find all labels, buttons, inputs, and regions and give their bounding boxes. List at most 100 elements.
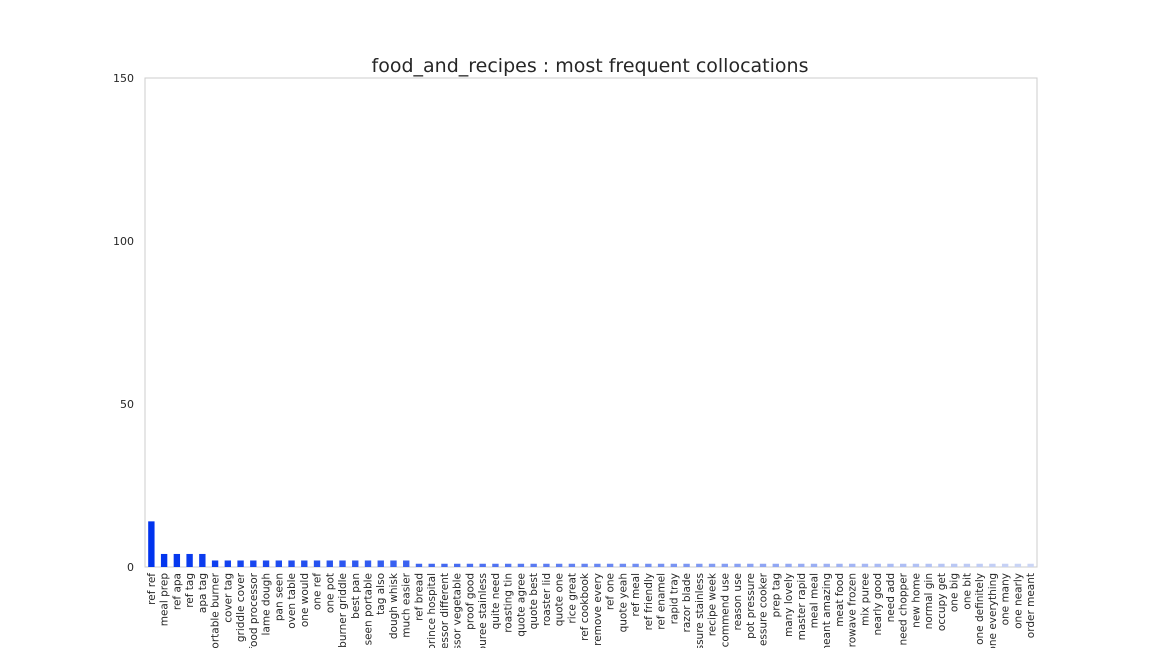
bar (823, 563, 830, 567)
bar (262, 560, 270, 567)
x-tick-label: prep tag (770, 573, 782, 617)
x-tick-label: ref cookbook (579, 572, 591, 641)
bar (785, 563, 792, 567)
x-tick-label: roasting tin (503, 573, 515, 633)
bar (237, 560, 244, 567)
bar (415, 563, 423, 567)
x-tick-label: one definitely (974, 573, 986, 645)
bar (1001, 563, 1009, 567)
y-tick-label: 50 (120, 398, 134, 411)
bar (759, 563, 767, 567)
bar (836, 563, 843, 567)
bar (594, 563, 601, 567)
x-tick-label: many lovely (783, 573, 795, 637)
x-tick-label: new home (910, 573, 922, 628)
bar (148, 521, 155, 567)
y-tick-label: 150 (113, 72, 134, 85)
bar (1014, 563, 1022, 567)
bar (798, 563, 805, 567)
x-tick-label: one would (299, 573, 311, 627)
bar (504, 563, 512, 567)
bar (1027, 563, 1034, 567)
bar (352, 560, 359, 567)
x-tick-label: crowave frozen (847, 573, 859, 648)
bar (581, 563, 588, 567)
bar (708, 563, 716, 567)
x-tick-label: one many (1000, 573, 1012, 625)
x-tick-label: meant amazing (821, 573, 833, 648)
bar (696, 563, 703, 567)
bar (670, 563, 678, 567)
x-tick-label: rice great (566, 573, 578, 624)
bar (606, 563, 614, 567)
x-tick-label: dough whisk (388, 572, 400, 639)
bar (683, 563, 690, 567)
y-tick-label: 0 (127, 561, 134, 574)
x-tick-label: ref bread (413, 573, 425, 621)
x-tick-label: lame dough (261, 573, 273, 635)
chart-title: food_and_recipes : most frequent colloca… (372, 55, 809, 77)
bar (900, 563, 907, 567)
x-tick-label: order meant (1025, 573, 1037, 638)
x-tick-label: seen portable (363, 573, 375, 645)
bar (657, 563, 665, 567)
bar (339, 560, 346, 567)
bar (517, 563, 525, 567)
bar (989, 563, 996, 567)
bar (250, 560, 257, 567)
bar (938, 563, 945, 567)
y-axis: 0 50 100 150 (113, 72, 134, 574)
bar (492, 563, 499, 567)
x-tick-label: normal gin (923, 573, 935, 629)
x-tick-label: mix puree (859, 573, 871, 626)
bar (377, 560, 384, 567)
x-tick-label: essure stainless (694, 573, 706, 648)
bar (288, 560, 295, 567)
x-tick-label: reason use (732, 573, 744, 630)
x-tick-label: one everything (987, 573, 999, 648)
x-tick-label: quite need (490, 573, 502, 629)
x-tick-label: ref ref (146, 573, 158, 605)
x-tick-label: master rapid (796, 573, 808, 640)
x-tick-label: pot pressure (745, 573, 757, 639)
bar (747, 563, 754, 567)
bar (912, 563, 920, 567)
bar (861, 563, 869, 567)
bar (313, 560, 321, 567)
x-tick-label: ref friendly (643, 573, 655, 630)
bar (199, 553, 206, 567)
bar (326, 560, 333, 567)
x-tick-label: recipe week (707, 572, 719, 636)
x-tick-label: griddle cover (235, 572, 247, 642)
y-tick-label: 100 (113, 235, 134, 248)
bar (454, 563, 461, 567)
bar (224, 560, 232, 567)
x-tick-label: prince hospital (426, 573, 438, 648)
x-tick-label: one pot (324, 573, 336, 613)
bar (963, 563, 971, 567)
bar (466, 563, 474, 567)
bar (160, 553, 168, 567)
bar (479, 563, 486, 567)
x-tick-label: essure cooker (758, 572, 770, 646)
x-tick-label: tag also (375, 573, 387, 615)
bar (211, 560, 219, 567)
x-tick-label: meal prep (159, 573, 171, 627)
x-tick-label: cover tag (222, 573, 234, 623)
x-tick-label: quote one (554, 573, 566, 626)
bar (428, 563, 435, 567)
bar (619, 563, 627, 567)
x-tick-label: puree stainless (477, 573, 489, 648)
x-tick-label: occupy get (936, 573, 948, 631)
x-tick-label: one bit (961, 573, 973, 610)
bar (543, 563, 550, 567)
bar (403, 560, 410, 567)
x-tick-label: one big (949, 573, 961, 612)
x-tick-label: ref enamel (656, 573, 668, 630)
x-tick-label: food processor (248, 572, 260, 648)
bar (173, 553, 181, 567)
x-tick-label: essor different (439, 573, 451, 648)
bar (734, 563, 741, 567)
bar (555, 563, 563, 567)
